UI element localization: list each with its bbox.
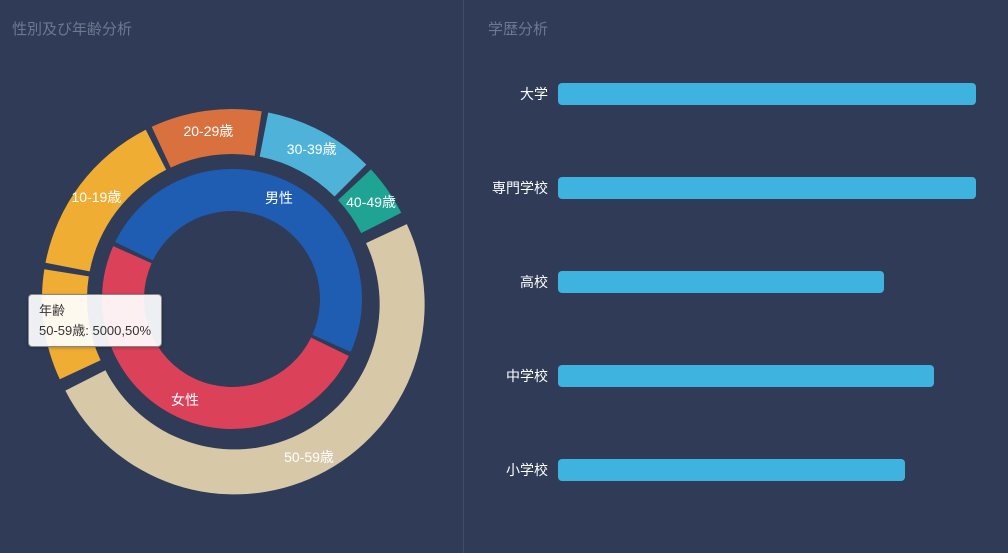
bar-row: 中学校 bbox=[488, 365, 976, 387]
bar-fill bbox=[558, 459, 905, 481]
gender-age-panel: 性別及び年齢分析 10-19歳20-29歳30-39歳40-49歳50-59歳男… bbox=[0, 0, 464, 553]
bar-label: 小学校 bbox=[488, 460, 548, 480]
bar-fill bbox=[558, 271, 884, 293]
bar-label: 専門学校 bbox=[488, 178, 548, 198]
bar-fill bbox=[558, 177, 976, 199]
education-title: 学歴分析 bbox=[488, 18, 976, 39]
bar-row: 小学校 bbox=[488, 459, 976, 481]
education-panel: 学歴分析 大学専門学校高校中学校小学校 bbox=[464, 0, 1008, 553]
tooltip-line: 50-59歳: 5000,50% bbox=[39, 321, 151, 341]
bar-track[interactable] bbox=[558, 459, 976, 481]
bar-track[interactable] bbox=[558, 271, 976, 293]
bar-row: 大学 bbox=[488, 83, 976, 105]
bar-fill bbox=[558, 83, 976, 105]
bar-label: 中学校 bbox=[488, 366, 548, 386]
bar-label: 大学 bbox=[488, 84, 548, 104]
bar-row: 高校 bbox=[488, 271, 976, 293]
bar-track[interactable] bbox=[558, 83, 976, 105]
bar-label: 高校 bbox=[488, 272, 548, 292]
donut-tooltip: 年齢 50-59歳: 5000,50% bbox=[28, 294, 162, 347]
bar-track[interactable] bbox=[558, 177, 976, 199]
bar-fill bbox=[558, 365, 934, 387]
education-bars: 大学専門学校高校中学校小学校 bbox=[488, 83, 976, 481]
tooltip-title: 年齢 bbox=[39, 301, 151, 321]
gender-age-title: 性別及び年齢分析 bbox=[12, 18, 451, 39]
donut-slice[interactable] bbox=[152, 109, 262, 168]
bar-row: 専門学校 bbox=[488, 177, 976, 199]
bar-track[interactable] bbox=[558, 365, 976, 387]
